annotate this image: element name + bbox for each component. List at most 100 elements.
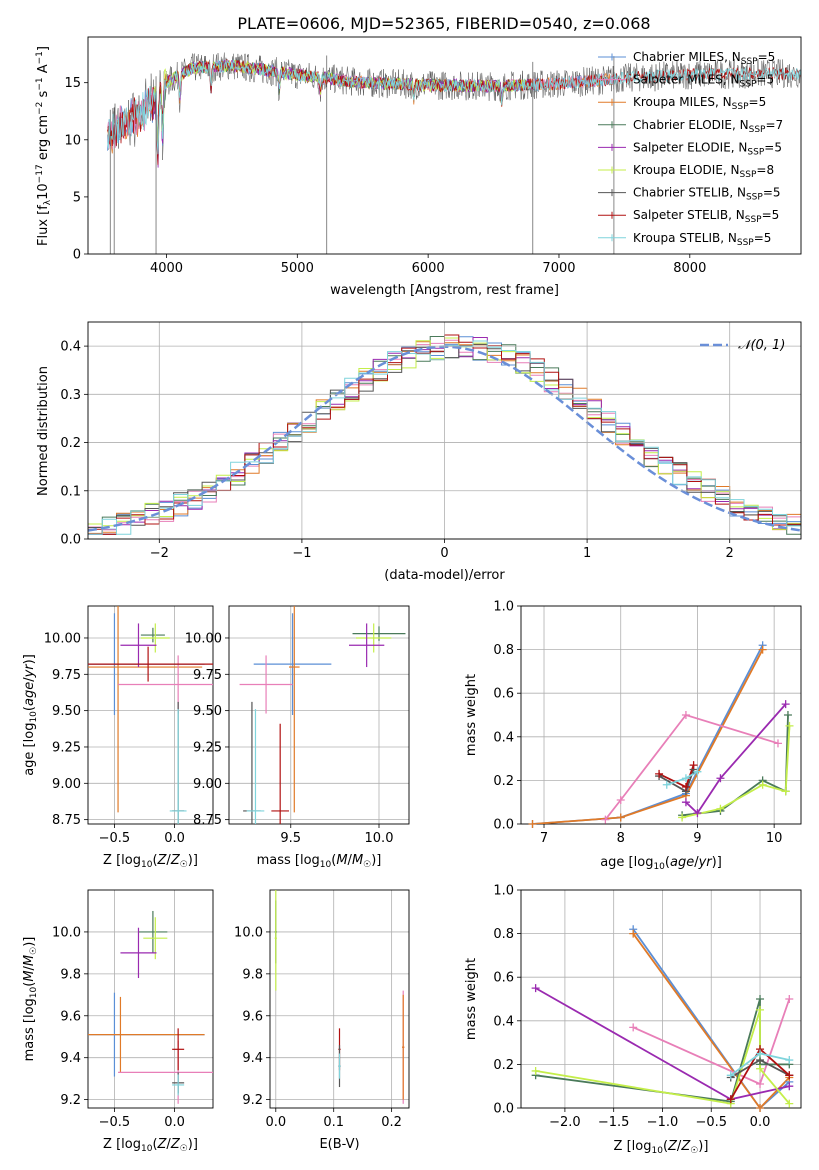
label-part: −1: [35, 51, 45, 64]
label-part: SSP: [737, 238, 754, 248]
label-part: /: [677, 1139, 682, 1154]
label-part: M: [22, 955, 37, 966]
label-part: Kroupa MILES, N: [633, 95, 732, 109]
label-part: )]: [188, 853, 198, 868]
spectrum-panel: 4000 5000 6000 7000 8000 0 5 10 15 wavelength [An…: [35, 36, 802, 298]
x-tick-label: 0.0: [164, 831, 185, 846]
legend-label: Salpeter ELODIE, NSSP=5: [633, 140, 782, 157]
y-tick-label: 9.25: [193, 740, 222, 755]
x-tick-label: −2.0: [549, 1115, 581, 1130]
weight-marker: [726, 1071, 735, 1080]
label-part: age [log: [22, 723, 37, 776]
label-part: 10: [36, 183, 51, 200]
label-part: 10: [320, 860, 332, 870]
x-tick-label: 0.1: [323, 1115, 344, 1130]
weight-marker: [783, 711, 792, 719]
label-part: yr: [22, 663, 37, 679]
label-part: (: [152, 853, 157, 868]
axes-frame: [228, 605, 410, 825]
label-part: 10: [651, 1146, 663, 1156]
label-part: Flux [f: [36, 205, 51, 246]
label-part: ☉: [29, 947, 39, 955]
label-part: A: [36, 64, 51, 77]
label-part: erg cm: [36, 115, 51, 164]
axes-frame: [269, 889, 410, 1109]
weight-marker: [693, 767, 702, 776]
weight-marker: [756, 1104, 765, 1112]
weight-marker: [758, 645, 767, 654]
label-part: Kroupa ELODIE, N: [633, 163, 740, 177]
y-tick-label: 5: [73, 190, 81, 205]
label-part: Salpeter STELIB, N: [633, 208, 745, 222]
y-tick-label: 0.4: [493, 1014, 514, 1029]
y-tick-label: 9.6: [242, 1009, 263, 1024]
axes-frame: [87, 889, 214, 1109]
label-part: /: [348, 853, 353, 868]
label-part: =5: [754, 231, 772, 245]
label-part: =5: [749, 95, 767, 109]
x-tick-label: −1: [292, 546, 311, 561]
label-part: )]: [698, 1139, 708, 1154]
weight-marker: [531, 984, 540, 993]
x-tick-label: 10: [766, 831, 783, 846]
y-tick-label: 9.50: [193, 704, 222, 719]
weight-marker: [756, 1005, 765, 1014]
weight-marker: [629, 929, 638, 938]
x-tick-label: 9: [693, 831, 701, 846]
plot-area: [88, 910, 213, 1104]
label-part: =5: [762, 208, 780, 222]
x-tick-label: 0.0: [265, 1115, 286, 1130]
weight-marker: [629, 1023, 638, 1032]
label-part: SSP: [740, 170, 757, 180]
label-part: ☉: [690, 1146, 698, 1156]
weight-marker: [678, 813, 687, 822]
y-tick-label: 9.75: [52, 668, 81, 683]
y-tick-label: 9.00: [193, 777, 222, 792]
y-axis-label: mass weight: [464, 674, 479, 756]
label-part: Chabrier MILES, N: [633, 50, 741, 64]
label-part: =7: [765, 118, 783, 132]
label-part: −1: [35, 77, 45, 90]
legend-label: Salpeter MILES, NSSP=5: [633, 73, 774, 90]
x-tick-label: −2: [150, 546, 169, 561]
weight-marker: [781, 700, 790, 709]
x-tick-label: 2: [726, 546, 734, 561]
weight-marker: [785, 1071, 794, 1080]
weight-marker: [726, 1095, 735, 1104]
weight-marker: [681, 774, 690, 783]
x-tick-label: 1: [583, 546, 591, 561]
label-part: (: [22, 706, 37, 711]
y-tick-label: 0.0: [60, 533, 81, 548]
label-part: mass [log: [257, 853, 320, 868]
label-part: ☉: [180, 1144, 188, 1154]
weight-marker: [681, 782, 690, 791]
label-part: age [log: [600, 855, 653, 870]
y-tick-label: 1.0: [493, 600, 514, 615]
label-part: SSP: [749, 125, 766, 135]
y-tick-label: 9.75: [193, 668, 222, 683]
weight-marker: [528, 820, 537, 828]
legend-label: Kroupa MILES, NSSP=5: [633, 95, 766, 112]
x-tick-label: 6000: [412, 261, 445, 276]
label-part: M: [352, 853, 363, 868]
label-part: )]: [371, 853, 381, 868]
x-tick-label: −0.5: [99, 831, 131, 846]
label-part: Z [log: [614, 1139, 652, 1154]
axes-frame: [520, 605, 802, 825]
axes-frame: [87, 36, 802, 255]
y-tick-label: 9.4: [60, 1051, 81, 1066]
label-part: Z: [667, 1139, 678, 1154]
x-tick-label: 8: [617, 831, 625, 846]
y-tick-label: 10: [64, 133, 81, 148]
weight-marker: [689, 761, 698, 770]
axes-frame: [87, 321, 802, 540]
label-part: 10: [141, 860, 153, 870]
label-part: mass [log: [22, 998, 37, 1061]
label-part: /: [166, 853, 171, 868]
y-tick-label: 10.0: [52, 925, 81, 940]
weight-marker: [785, 1082, 794, 1091]
label-part: λ: [43, 199, 53, 205]
label-part: )]: [22, 937, 37, 947]
weight-marker: [693, 809, 702, 818]
